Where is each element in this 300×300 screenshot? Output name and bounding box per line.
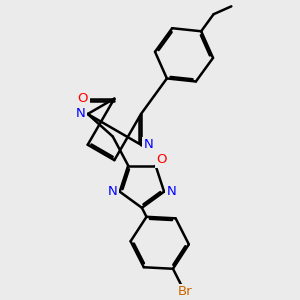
Text: O: O xyxy=(78,92,88,105)
Text: O: O xyxy=(156,153,167,166)
Text: Br: Br xyxy=(177,285,192,298)
Text: N: N xyxy=(108,185,118,198)
Text: N: N xyxy=(166,185,176,198)
Text: N: N xyxy=(143,138,153,151)
Text: N: N xyxy=(76,107,85,121)
